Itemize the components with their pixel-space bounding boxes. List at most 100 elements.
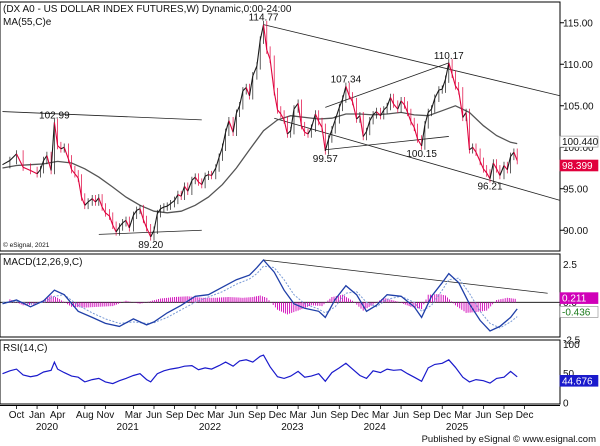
price-segment	[403, 104, 409, 113]
last-price-tag-bg	[559, 159, 599, 172]
time-axis-month-label: Oct	[9, 410, 25, 421]
macd-value-tag-bg	[559, 306, 599, 318]
price-segment	[479, 161, 484, 170]
price-segment	[43, 155, 48, 161]
price-segment	[362, 131, 367, 137]
price-segment	[118, 222, 124, 228]
rsi-panel-frame	[0, 339, 561, 405]
macd-hist-tag-bg	[559, 292, 599, 304]
price-segment	[259, 24, 265, 41]
trendline-channel-bottom	[274, 117, 561, 201]
time-axis: Oct Jan Apr Aug Nov Mar Jun Sep Dec Mar Jun Sep Dec M…	[9, 405, 533, 433]
price-segment	[499, 165, 505, 176]
macd-value-tag: -0.436	[562, 307, 591, 318]
macd-hist-tag: 0.211	[562, 294, 587, 305]
price-segment	[290, 109, 295, 131]
price-segment	[98, 197, 103, 208]
price-segment	[204, 174, 209, 177]
price-segment	[91, 198, 96, 203]
price-annotation: 99.57	[313, 154, 338, 165]
price-segment	[187, 180, 193, 192]
instrument-title: (DX A0 - US DOLLAR INDEX FUTURES,W) Dyna…	[3, 4, 292, 15]
price-segment	[232, 113, 237, 133]
price-segment	[383, 106, 388, 111]
price-segment	[400, 100, 405, 106]
trendline-channel-top	[263, 24, 561, 97]
price-segment	[218, 147, 223, 158]
price-segment	[153, 213, 158, 231]
price-segment	[16, 153, 24, 168]
price-segment	[287, 130, 292, 135]
price-axis-tick-label: 100.00	[563, 143, 594, 154]
price-segment	[166, 203, 171, 207]
price-segment	[324, 138, 330, 151]
price-segment	[348, 95, 353, 102]
watermark: © eSignal, 2021	[3, 241, 50, 249]
price-segment	[146, 227, 152, 238]
price-segment	[136, 208, 141, 211]
price-segment	[438, 88, 443, 91]
time-axis-year-label: 2023	[281, 422, 304, 433]
price-segment	[413, 127, 419, 140]
time-axis-year-label: 2024	[364, 422, 387, 433]
price-segment	[150, 230, 155, 238]
macd-axis-tick-label: -2.5	[563, 336, 581, 347]
price-segment	[369, 114, 374, 121]
price-segment	[273, 91, 279, 110]
price-segment	[46, 155, 52, 171]
price-segment	[321, 127, 326, 151]
price-segment	[434, 89, 440, 99]
time-axis-month-label: Nov	[97, 410, 115, 421]
ma-55-line	[2, 105, 518, 214]
price-segment	[417, 138, 423, 147]
price-segment	[448, 62, 453, 75]
price-segment	[376, 111, 381, 117]
trendline-triangle-bottom	[325, 136, 449, 151]
macd-label: MACD(12,26,9,C)	[3, 257, 82, 268]
time-axis-month-label: Mar	[125, 410, 143, 421]
price-segment	[486, 172, 491, 179]
price-segment	[225, 120, 230, 133]
price-segment	[71, 169, 76, 175]
time-axis-year-label: 2021	[117, 422, 140, 433]
price-segment	[513, 151, 518, 161]
price-segment	[53, 122, 59, 146]
price-segment	[421, 124, 426, 147]
price-segment	[36, 169, 41, 175]
time-axis-month-label: Dec	[433, 410, 451, 421]
price-axis-tick-label: 90.00	[563, 226, 588, 237]
macd-trendline	[263, 259, 548, 294]
price-segment	[269, 59, 275, 92]
time-axis-year-label: 2022	[199, 422, 222, 433]
price-segment	[60, 146, 65, 150]
trendline-base-top	[2, 111, 202, 121]
price-segment	[105, 212, 110, 217]
time-axis-month-label: Sep	[330, 410, 348, 421]
price-segment	[125, 220, 130, 229]
price-segment	[465, 112, 470, 150]
time-axis-month-label: Sep	[248, 410, 266, 421]
price-segment	[297, 103, 302, 126]
time-axis-year-label: 2025	[446, 422, 469, 433]
price-segment	[170, 199, 175, 205]
price-segment	[221, 132, 227, 148]
price-segment	[475, 151, 481, 162]
macd-panel: 2.50.0-2.50.211-0.436	[0, 259, 599, 347]
price-segment	[359, 115, 364, 137]
ma-value-tag: 100.440	[562, 137, 599, 148]
price-segment	[444, 62, 450, 80]
price-segment	[469, 146, 474, 151]
price-segment	[293, 102, 299, 110]
price-segment	[228, 120, 234, 133]
price-segment	[142, 219, 148, 229]
price-segment	[87, 198, 93, 203]
price-segment	[84, 201, 89, 206]
macd-axis-tick-label: 2.5	[563, 260, 577, 271]
price-annotation: 102.99	[39, 110, 70, 121]
trendline-base-bottom	[98, 229, 202, 235]
price-segment	[397, 100, 402, 110]
price-annotation: 110.17	[434, 51, 464, 62]
price-panel: 90.00 95.00 100.00 105.00 110.00 115.00 102.99…	[2, 13, 599, 251]
price-segment	[9, 153, 17, 161]
